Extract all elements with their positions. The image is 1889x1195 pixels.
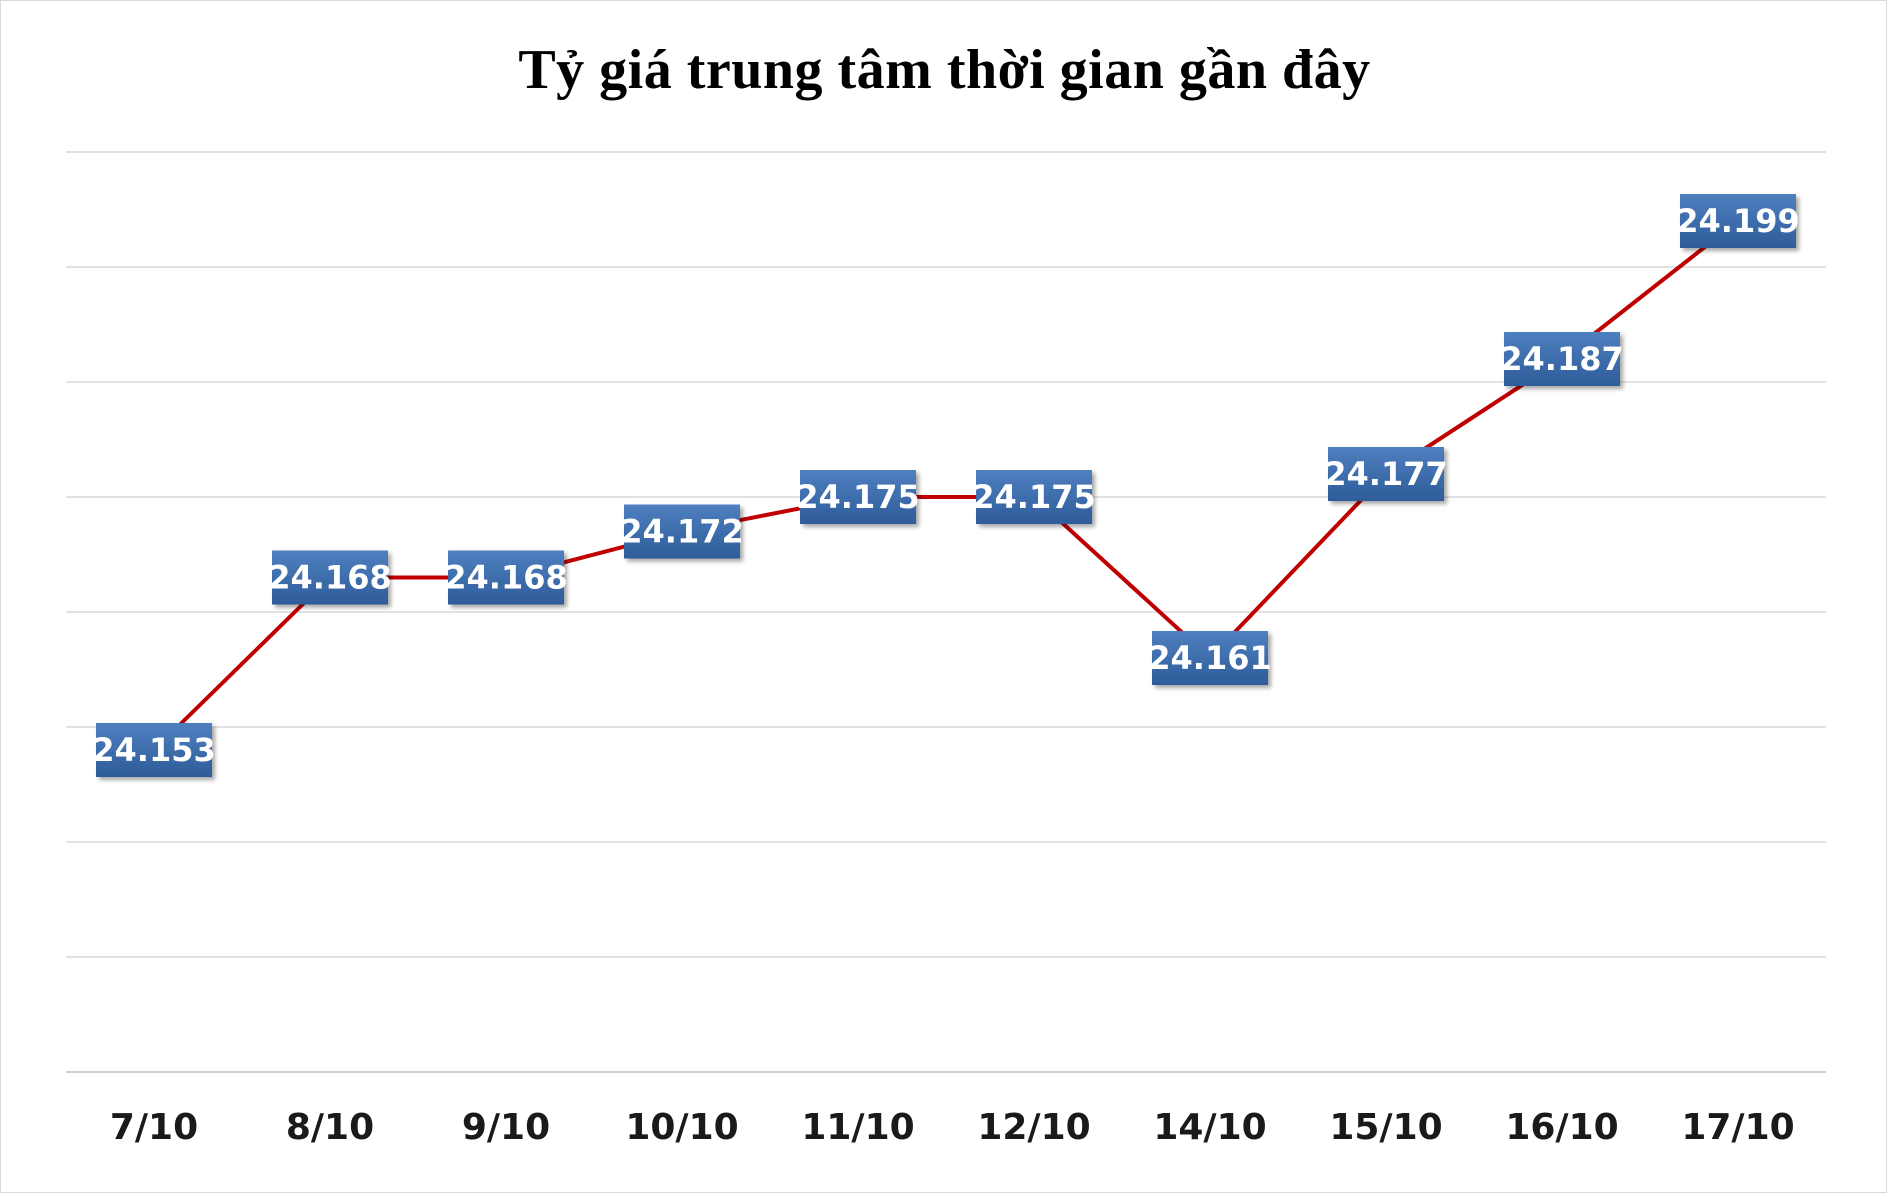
data-label: 24.177	[1324, 447, 1448, 501]
data-label: 24.161	[1148, 631, 1272, 685]
data-label-text: 24.161	[1148, 639, 1271, 677]
data-label-text: 24.199	[1676, 202, 1799, 240]
data-label-text: 24.168	[444, 559, 567, 597]
chart-title: Tỷ giá trung tâm thời gian gần đây	[518, 39, 1371, 101]
x-tick-label: 12/10	[977, 1107, 1090, 1148]
data-label-text: 24.187	[1500, 340, 1623, 378]
data-label-text: 24.175	[796, 478, 919, 516]
data-label-box	[976, 470, 1092, 524]
data-label-box	[1680, 194, 1796, 248]
x-tick-label: 7/10	[110, 1107, 198, 1148]
x-tick-label: 11/10	[801, 1107, 914, 1148]
x-tick-label: 9/10	[462, 1107, 550, 1148]
data-label-box	[1328, 447, 1444, 501]
data-label-box	[800, 470, 916, 524]
data-label: 24.175	[972, 470, 1096, 524]
data-label: 24.187	[1500, 332, 1624, 386]
x-tick-label: 15/10	[1329, 1107, 1442, 1148]
data-label-box	[96, 723, 212, 777]
data-label-box	[624, 504, 740, 559]
data-label-text: 24.153	[92, 731, 215, 769]
data-label-text: 24.172	[620, 513, 743, 551]
data-label-box	[448, 550, 564, 605]
data-label-box	[272, 550, 388, 605]
data-label: 24.199	[1676, 194, 1800, 248]
data-label-box	[1504, 332, 1620, 386]
x-tick-label: 10/10	[625, 1107, 738, 1148]
x-tick-label: 14/10	[1153, 1107, 1266, 1148]
data-label-text: 24.177	[1324, 455, 1447, 493]
x-tick-label: 17/10	[1681, 1107, 1794, 1148]
data-label: 24.175	[796, 470, 920, 524]
data-label: 24.172	[620, 504, 744, 559]
data-label-box	[1152, 631, 1268, 685]
data-label: 24.168	[268, 550, 392, 605]
series-line	[152, 219, 1740, 752]
x-tick-label: 8/10	[286, 1107, 374, 1148]
data-label-text: 24.168	[268, 559, 391, 597]
data-label-text: 24.175	[972, 478, 1095, 516]
data-label: 24.168	[444, 550, 568, 605]
x-tick-label: 16/10	[1505, 1107, 1618, 1148]
data-label: 24.153	[92, 723, 216, 777]
